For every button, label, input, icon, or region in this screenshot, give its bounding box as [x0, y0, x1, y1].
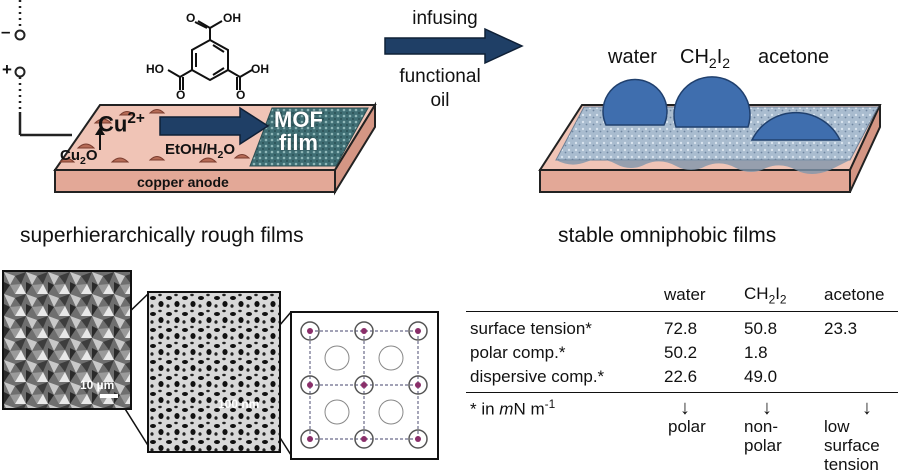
process-label-line2: functional: [385, 66, 495, 88]
cell-ch2i2: 1.8: [740, 341, 820, 365]
row-label: dispersive comp.*: [466, 365, 660, 393]
table-header-row: water CH2I2 acetone: [466, 272, 898, 312]
plus-sign: +: [2, 60, 12, 80]
process-label-line3: oil: [385, 90, 495, 112]
acetone-note: ↓ low surface tension: [820, 393, 898, 475]
cell-water: 72.8: [660, 312, 740, 342]
table-row: dispersive comp.* 22.6 49.0: [466, 365, 898, 393]
cell-acetone: [820, 341, 898, 365]
down-arrow-icon: ↓: [668, 399, 736, 417]
ch2i2-note: ↓ non- polar: [740, 393, 820, 475]
row-label: polar comp.*: [466, 341, 660, 365]
footnote: * in mN m-1: [466, 393, 660, 475]
droplet-label-ch2i2: CH2I2: [680, 46, 730, 71]
table-row: surface tension* 72.8 50.8 23.3: [466, 312, 898, 342]
cell-acetone: 23.3: [820, 312, 898, 342]
linker-oh-right: OH: [251, 62, 269, 76]
col-header-water: water: [660, 272, 740, 312]
cell-ch2i2: 49.0: [740, 365, 820, 393]
col-header-acetone: acetone: [820, 272, 898, 312]
mof-film-label: MOF film: [274, 108, 323, 154]
right-caption: stable omniphobic films: [558, 224, 776, 248]
linker-o-bottom-left: O: [176, 88, 185, 102]
linker-o-top-left: O: [186, 11, 195, 25]
linker-ho-left: HO: [146, 62, 164, 76]
process-arrow: [385, 29, 522, 63]
down-arrow-icon: ↓: [824, 399, 894, 417]
cu2o-label: Cu2O: [60, 147, 98, 167]
cell-water: 50.2: [660, 341, 740, 365]
linker-o-bottom-right: O: [236, 88, 245, 102]
minus-sign: –: [1, 22, 10, 42]
linker-oh-top-right: OH: [223, 11, 241, 25]
surface-tension-table: water CH2I2 acetone surface tension* 72.…: [466, 272, 898, 475]
solvent-label: EtOH/H2O: [165, 141, 235, 161]
cell-ch2i2: 50.8: [740, 312, 820, 342]
cell-water: 22.6: [660, 365, 740, 393]
process-label-line1: infusing: [395, 8, 495, 30]
down-arrow-icon: ↓: [744, 399, 816, 417]
cell-acetone: [820, 365, 898, 393]
cu-ion-label: Cu2+: [98, 110, 145, 137]
water-note: ↓ polar: [660, 393, 740, 475]
table-footnote-row: * in mN m-1 ↓ polar ↓ non- polar ↓ low s…: [466, 393, 898, 475]
substrate-label: copper anode: [137, 174, 229, 190]
crystal-structure-panel: [290, 311, 439, 460]
circuit: [16, 0, 73, 135]
droplet-label-water: water: [608, 46, 657, 69]
table-row: polar comp.* 50.2 1.8: [466, 341, 898, 365]
col-header-ch2i2: CH2I2: [740, 272, 820, 312]
scale-bar-high-mag: 100 nm: [218, 397, 259, 411]
linker-molecule: [168, 21, 252, 90]
droplet-label-acetone: acetone: [758, 46, 829, 69]
sem-micrograph-high-mag: [147, 291, 281, 453]
table-corner: [466, 272, 660, 312]
water-droplet: [603, 79, 667, 125]
row-label: surface tension*: [466, 312, 660, 342]
scale-bar-low-mag: 10 µm: [80, 378, 118, 398]
ch2i2-droplet: [674, 77, 750, 127]
left-caption: superhierarchically rough films: [20, 224, 304, 248]
